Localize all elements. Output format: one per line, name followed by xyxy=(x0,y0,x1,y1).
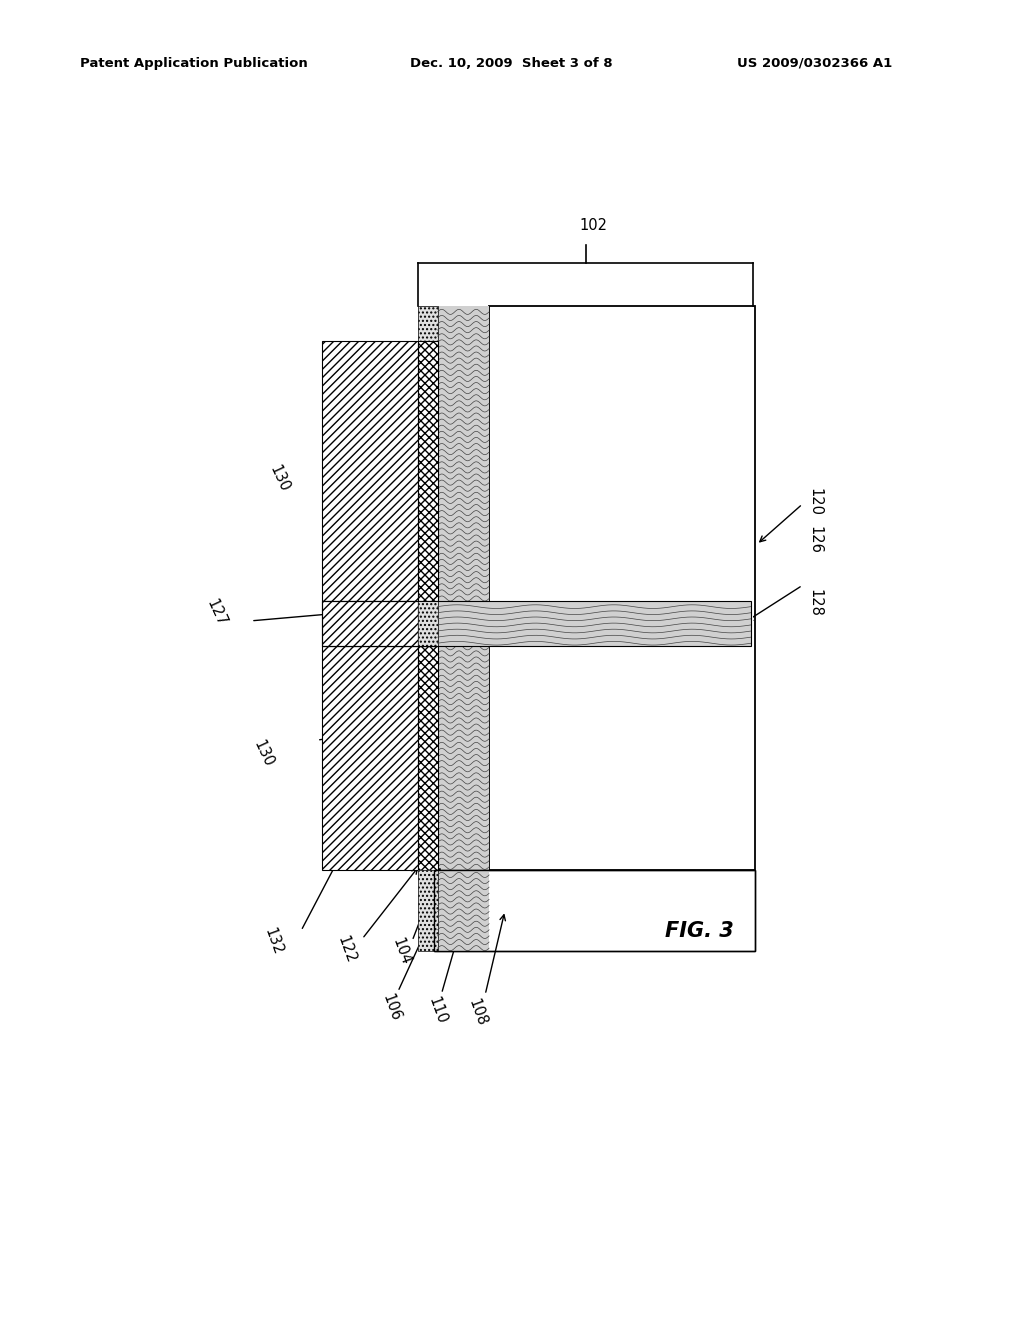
Text: 120: 120 xyxy=(807,488,822,516)
Bar xyxy=(489,306,755,870)
Text: 102: 102 xyxy=(580,218,607,232)
Bar xyxy=(323,647,418,870)
Bar xyxy=(323,342,418,601)
Bar xyxy=(418,870,437,952)
Text: 110: 110 xyxy=(426,994,450,1026)
Text: 132: 132 xyxy=(261,925,285,957)
Bar xyxy=(418,601,437,647)
Text: FIG. 3: FIG. 3 xyxy=(665,921,734,941)
Bar xyxy=(418,306,437,870)
Text: US 2009/0302366 A1: US 2009/0302366 A1 xyxy=(737,57,893,70)
Bar xyxy=(433,870,755,952)
Bar xyxy=(418,601,437,647)
Bar xyxy=(418,870,437,952)
Bar xyxy=(437,306,489,870)
Text: 127: 127 xyxy=(204,597,228,628)
Text: 126: 126 xyxy=(807,525,822,553)
Text: 130: 130 xyxy=(267,463,292,495)
Text: 122: 122 xyxy=(334,933,358,965)
Bar xyxy=(751,601,754,647)
Bar xyxy=(418,647,437,870)
Text: Patent Application Publication: Patent Application Publication xyxy=(80,57,307,70)
Bar xyxy=(323,601,751,647)
Text: 130: 130 xyxy=(251,738,276,770)
Bar xyxy=(433,870,755,952)
Bar xyxy=(437,870,489,952)
Text: 104: 104 xyxy=(390,936,414,966)
Bar xyxy=(418,306,437,870)
Text: 108: 108 xyxy=(465,997,488,1028)
Bar xyxy=(418,601,437,647)
Bar xyxy=(437,601,751,647)
Text: Dec. 10, 2009  Sheet 3 of 8: Dec. 10, 2009 Sheet 3 of 8 xyxy=(410,57,612,70)
Text: 106: 106 xyxy=(380,991,403,1023)
Bar xyxy=(323,601,418,647)
Text: 128: 128 xyxy=(807,589,822,616)
Bar xyxy=(418,342,437,601)
